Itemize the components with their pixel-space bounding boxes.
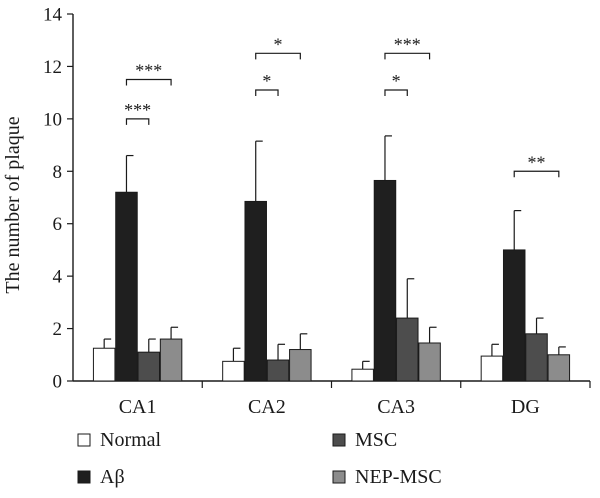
significance-label: * <box>392 71 401 91</box>
bar-msc-ca3 <box>396 317 419 382</box>
significance-label: *** <box>124 100 151 120</box>
significance-label: ** <box>528 152 546 172</box>
legend-label-nep-msc: NEP-MSC <box>355 466 442 488</box>
significance-bracket <box>125 118 150 125</box>
significance-label: * <box>274 34 283 54</box>
bar-nep-msc-ca1 <box>159 338 183 382</box>
bars <box>92 135 571 382</box>
y-tick-label: 0 <box>53 372 63 393</box>
y-axis-label: The number of plaque <box>2 116 24 293</box>
y-tick-label: 14 <box>43 5 63 26</box>
significance-bracket <box>384 89 408 97</box>
significance-label: *** <box>135 61 162 81</box>
bar-normal-ca1 <box>92 347 116 382</box>
legend-label-normal: Normal <box>100 429 162 451</box>
legend-swatch-nep-msc <box>332 470 346 484</box>
significance-bracket <box>125 78 172 86</box>
significance-label: *** <box>394 34 421 54</box>
bar-nep-msc-dg <box>547 354 571 382</box>
y-tick-label: 6 <box>53 214 63 235</box>
legend-swatch-a <box>77 470 91 484</box>
bar-msc-ca1 <box>137 351 161 382</box>
bar-msc-ca2 <box>266 359 290 382</box>
legend-label-a: Aβ <box>100 466 125 488</box>
bar-nep-msc-ca2 <box>289 349 312 382</box>
legend-swatch-normal <box>77 433 91 447</box>
bar-normal-dg <box>480 355 504 382</box>
significance-label: * <box>262 71 271 91</box>
y-tick-label: 2 <box>53 319 63 340</box>
y-tick-label: 4 <box>53 267 63 288</box>
bar-normal-ca3 <box>351 368 374 382</box>
significance-bracket <box>255 52 301 60</box>
bar-normal-ca2 <box>222 360 245 382</box>
x-tick-label-ca3: CA3 <box>377 396 415 418</box>
bar-a-dg <box>502 249 526 382</box>
bar-msc-dg <box>525 333 548 382</box>
y-tick-label: 10 <box>43 109 62 130</box>
significance-bracket <box>255 89 279 97</box>
bar-nep-msc-ca3 <box>418 342 441 382</box>
significance-bracket <box>513 170 560 178</box>
x-tick-label-ca2: CA2 <box>248 396 286 418</box>
y-tick-label: 12 <box>43 57 62 78</box>
x-tick-label-ca1: CA1 <box>119 396 157 418</box>
legend-label-msc: MSC <box>355 429 397 451</box>
x-tick-label-dg: DG <box>511 396 540 418</box>
bar-a-ca1 <box>115 191 138 382</box>
bar-a-ca2 <box>244 200 267 382</box>
significance-bracket <box>384 52 431 60</box>
legend-swatch-msc <box>332 433 346 447</box>
significance-brackets: ************** <box>124 34 560 178</box>
legend: Normal Aβ MSC NEP-MSC <box>77 429 442 488</box>
y-tick-label: 8 <box>53 162 63 183</box>
bar-a-ca3 <box>373 179 397 382</box>
axes: 0 2 4 6 8 10 12 14 CA1 CA2 CA3 DG <box>43 5 591 418</box>
